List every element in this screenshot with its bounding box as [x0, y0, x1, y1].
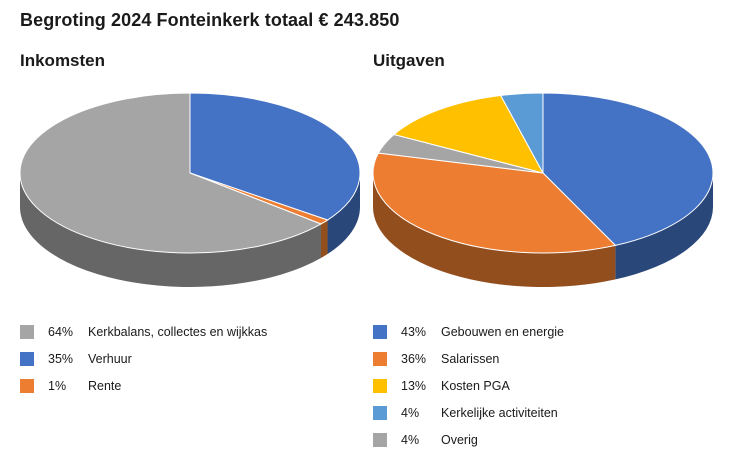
legend-label: Gebouwen en energie: [441, 324, 565, 339]
legend-label: Rente: [88, 378, 122, 393]
uitgaven-title: Uitgaven: [373, 51, 445, 70]
legend-label: Kerkbalans, collectes en wijkkas: [88, 324, 268, 339]
pie-slice-salarissen: [372, 152, 617, 254]
pie-side-salarissen: [373, 173, 616, 287]
uitgaven-pie-chart: [372, 92, 714, 287]
legend-percent: 4%: [401, 405, 420, 420]
legend-percent: 36%: [401, 351, 427, 366]
legend-item-rente: 1% Rente: [20, 372, 267, 399]
legend-percent: 35%: [48, 351, 74, 366]
chart-title: Begroting 2024 Fonteinkerk totaal € 243.…: [20, 10, 400, 30]
legend-percent: 43%: [401, 324, 427, 339]
pie-side-kerkbalans-collectes-en-wijkkas: [20, 173, 321, 287]
legend-label: Overig: [441, 432, 478, 447]
pie-side-gebouwen-en-energie: [615, 173, 713, 280]
legend-swatch: [20, 324, 34, 339]
inkomsten-legend: 64% Kerkbalans, collectes en wijkkas 35% Ve…: [20, 318, 267, 399]
pie-slice-gebouwen-en-energie: [542, 92, 714, 246]
legend-item-overig: 4% Overig: [373, 426, 564, 453]
legend-item-verhuur: 35% Verhuur: [20, 345, 267, 372]
legend-item-gebouwen-en-energie: 43% Gebouwen en energie: [373, 318, 564, 345]
pie-side-verhuur: [327, 173, 360, 255]
legend-label: Kerkelijke activiteiten: [441, 405, 558, 420]
legend-swatch: [373, 432, 387, 447]
pie-slice-kerkbalans-collectes-en-wijkkas: [19, 92, 323, 254]
legend-swatch: [373, 324, 387, 339]
legend-swatch: [20, 378, 34, 393]
pie-side-rente: [320, 220, 328, 258]
legend-swatch: [20, 351, 34, 366]
legend-percent: 64%: [48, 324, 74, 339]
legend-swatch: [373, 378, 387, 393]
pie-slice-kosten-pga: [392, 94, 544, 174]
inkomsten-pie-chart: [19, 92, 361, 287]
uitgaven-legend: 43% Gebouwen en energie 36% Salarissen 13% Ko…: [373, 318, 564, 453]
legend-percent: 13%: [401, 378, 427, 393]
legend-label: Kosten PGA: [441, 378, 510, 393]
pie-slice-verhuur: [189, 92, 361, 221]
legend-percent: 4%: [401, 432, 420, 447]
legend-label: Verhuur: [88, 351, 132, 366]
legend-item-kosten-pga: 13% Kosten PGA: [373, 372, 564, 399]
pie-slice-kerkelijke-activiteiten: [499, 92, 544, 174]
legend-label: Salarissen: [441, 351, 500, 366]
legend-swatch: [373, 405, 387, 420]
legend-item-kerkbalans-collectes-en-wijkkas: 64% Kerkbalans, collectes en wijkkas: [20, 318, 267, 345]
legend-swatch: [373, 351, 387, 366]
legend-item-salarissen: 36% Salarissen: [373, 345, 564, 372]
inkomsten-title: Inkomsten: [20, 51, 106, 70]
legend-item-kerkelijke-activiteiten: 4% Kerkelijke activiteiten: [373, 399, 564, 426]
legend-percent: 1%: [48, 378, 67, 393]
